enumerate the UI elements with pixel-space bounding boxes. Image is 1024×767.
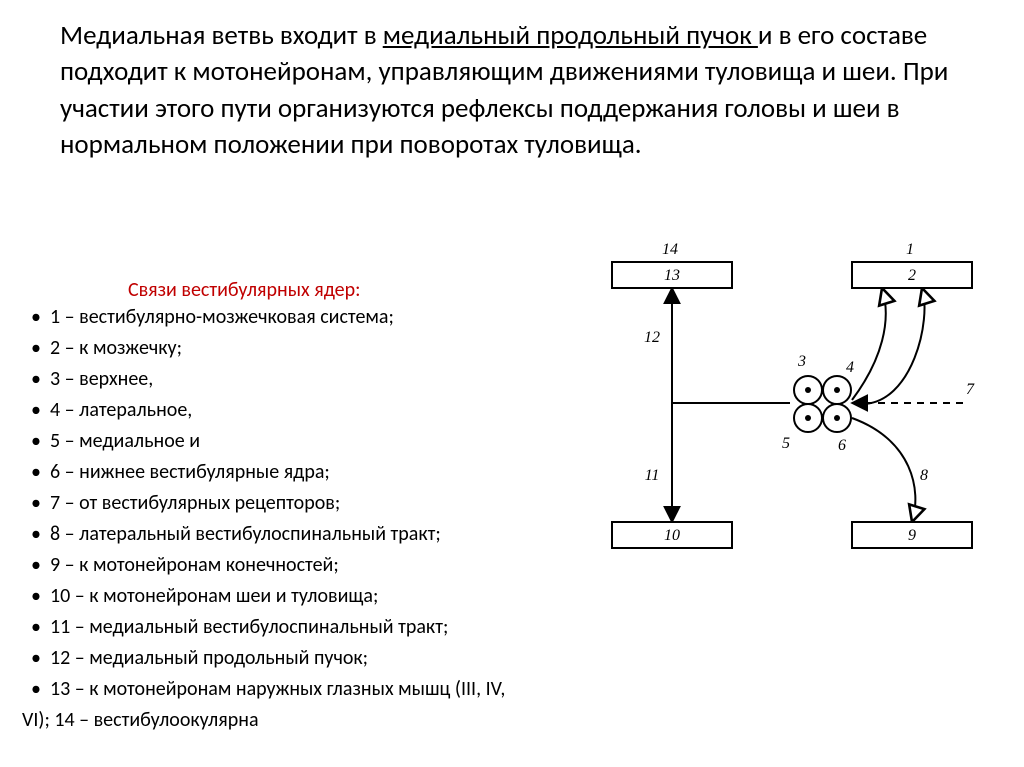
legend-item: 10 – к мотонейронам шеи и туловища;: [22, 581, 522, 612]
legend-item: 9 – к мотонейронам конечностей;: [22, 550, 522, 581]
legend-item: 6 – нижнее вестибулярные ядра;: [22, 457, 522, 488]
para-underlined: медиальный продольный пучок: [383, 19, 758, 52]
svg-text:8: 8: [920, 467, 928, 484]
svg-text:11: 11: [645, 467, 660, 484]
legend-item: 13 – к мотонейронам наружных глазных мыш…: [22, 674, 522, 736]
svg-text:1: 1: [906, 241, 914, 258]
svg-text:2: 2: [908, 267, 916, 284]
svg-text:4: 4: [846, 359, 854, 376]
main-paragraph: Медиальная ветвь входит в медиальный про…: [60, 18, 960, 164]
legend-item: 12 – медиальный продольный пучок;: [22, 643, 522, 674]
legend-item: 8 – латеральный вестибулоспинальный трак…: [22, 519, 522, 550]
svg-text:13: 13: [664, 267, 680, 284]
legend-item: 2 – к мозжечку;: [22, 333, 522, 364]
legend-item: 11 – медиальный вестибулоспинальный трак…: [22, 612, 522, 643]
legend-title: Связи вестибулярных ядер:: [128, 278, 361, 302]
svg-text:7: 7: [966, 381, 975, 398]
legend-item: 5 – медиальное и: [22, 426, 522, 457]
svg-text:14: 14: [662, 241, 678, 258]
svg-text:5: 5: [782, 435, 790, 452]
legend-item: 4 – латеральное,: [22, 395, 522, 426]
svg-text:6: 6: [838, 437, 846, 454]
vestibular-diagram: 13 2 10 9 14 1 12 11 3 4 5 6 7 8: [552, 240, 1002, 570]
svg-text:9: 9: [908, 527, 916, 544]
legend-item: 1 – вестибулярно-мозжечковая система;: [22, 302, 522, 333]
svg-text:10: 10: [664, 527, 680, 544]
svg-text:3: 3: [797, 353, 806, 370]
para-part1: Медиальная ветвь входит в: [60, 19, 383, 52]
legend-item: 7 – от вестибулярных рецепторов;: [22, 488, 522, 519]
svg-text:12: 12: [644, 329, 660, 346]
legend-list: 1 – вестибулярно-мозжечковая система;2 –…: [22, 302, 522, 736]
legend-item: 3 – верхнее,: [22, 364, 522, 395]
